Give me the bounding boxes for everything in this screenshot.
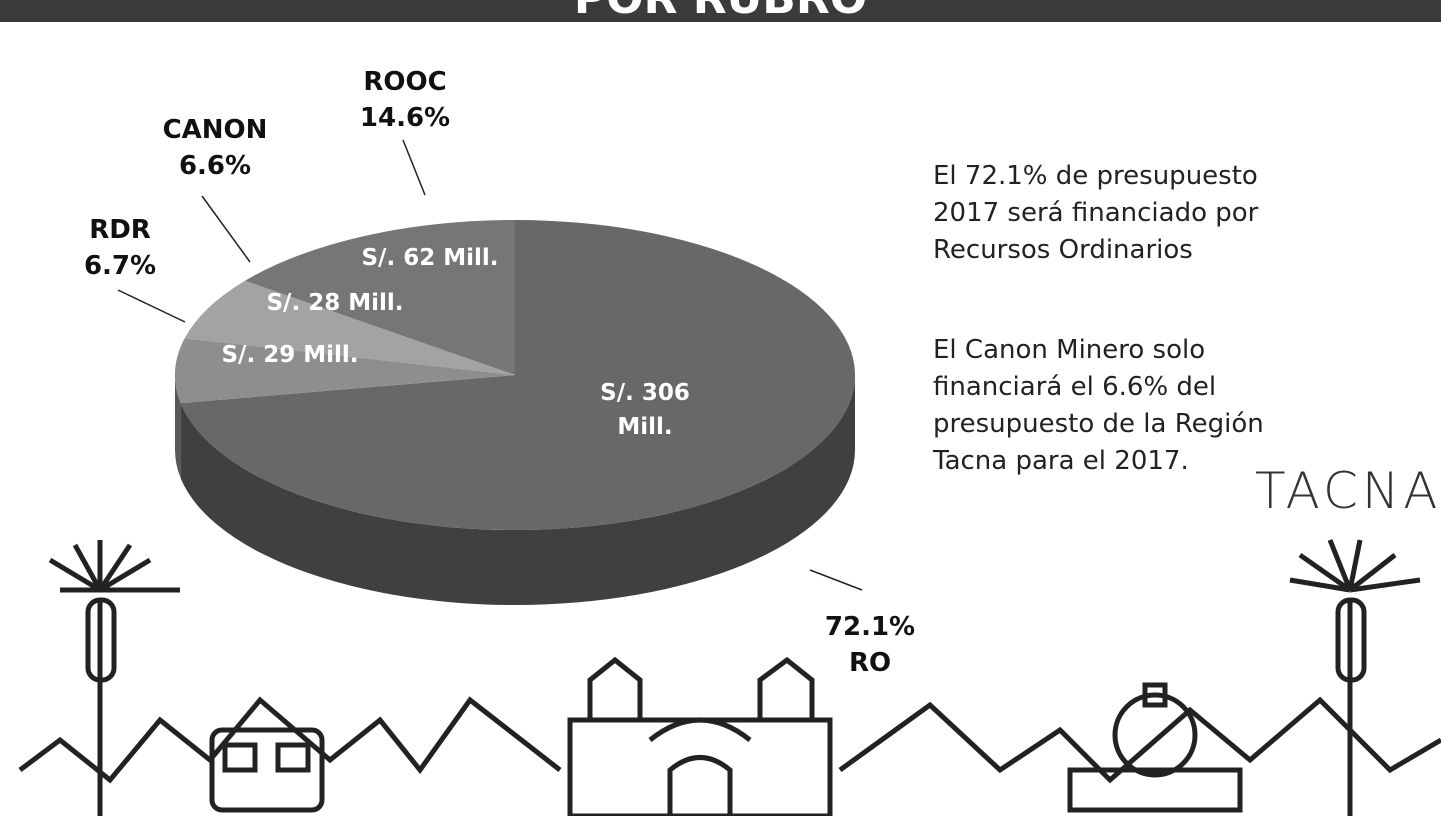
chart-title: POR RUBRO xyxy=(0,0,1441,22)
note: El 72.1% de presupuesto 2017 será financ… xyxy=(933,158,1323,269)
leader-line xyxy=(403,140,425,195)
cathedral xyxy=(590,660,812,720)
amount-label: S/. 306 Mill. xyxy=(590,376,700,444)
header-bar: POR RUBRO xyxy=(0,0,1441,22)
category-label: ROOC xyxy=(363,64,446,100)
palm-leaves xyxy=(50,540,180,590)
palm-leaves xyxy=(1290,540,1420,590)
page: {"chart_data": {"type": "pie", "title": … xyxy=(0,0,1441,816)
cathedral xyxy=(650,720,750,816)
leader-line xyxy=(118,290,185,322)
value-label: 72.1% xyxy=(825,609,915,645)
amount-label: S/. 29 Mill. xyxy=(221,338,358,372)
value-label: 14.6% xyxy=(360,100,450,136)
amount-label: S/. 28 Mill. xyxy=(266,286,403,320)
leader-line xyxy=(810,570,862,590)
note: El Canon Minero solo financiará el 6.6% … xyxy=(933,332,1323,480)
value-label: 6.7% xyxy=(84,248,156,284)
category-label: RDR xyxy=(89,212,151,248)
logo: TACNA xyxy=(1255,462,1441,520)
train xyxy=(225,745,255,770)
category-label: RO xyxy=(849,645,891,681)
pie xyxy=(175,220,855,605)
cathedral xyxy=(570,720,830,816)
decoration xyxy=(20,540,1441,816)
leader-line xyxy=(202,196,250,262)
value-label: 6.6% xyxy=(179,148,251,184)
amount-label: S/. 62 Mill. xyxy=(361,241,498,275)
category-label: CANON xyxy=(163,112,268,148)
train xyxy=(278,745,308,770)
